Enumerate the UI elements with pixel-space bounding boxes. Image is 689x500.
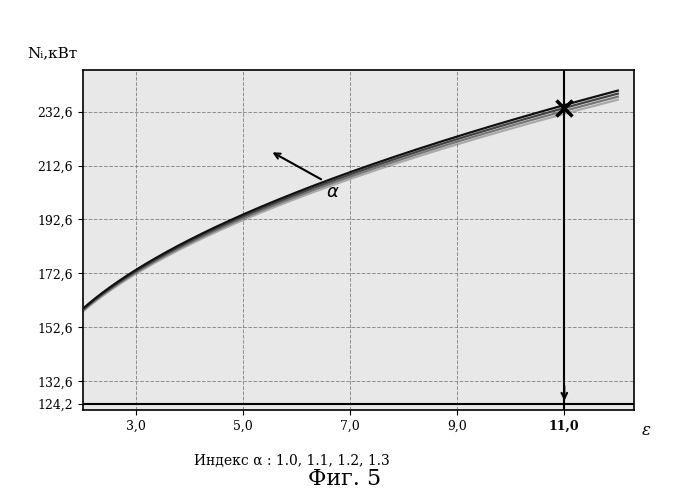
Text: Фиг. 5: Фиг. 5 — [308, 468, 381, 490]
Text: ε: ε — [642, 422, 651, 439]
Text: Индекс α : 1.0, 1.1, 1.2, 1.3: Индекс α : 1.0, 1.1, 1.2, 1.3 — [194, 454, 390, 468]
Text: $\alpha$: $\alpha$ — [326, 184, 340, 202]
Text: Nᵢ,кВт: Nᵢ,кВт — [28, 46, 78, 60]
